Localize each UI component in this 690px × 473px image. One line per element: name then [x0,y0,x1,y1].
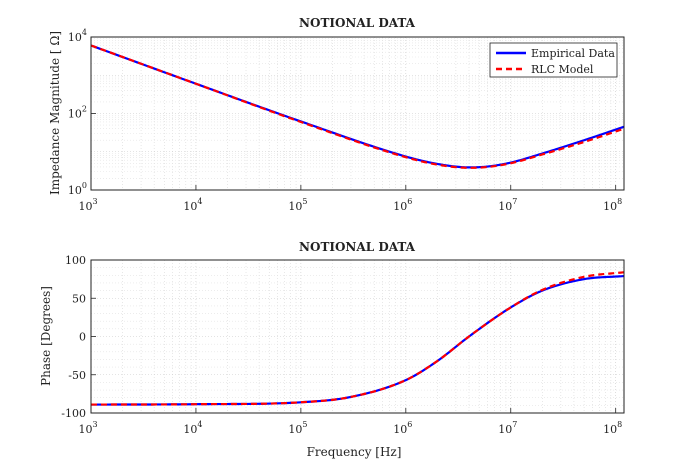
x-tick-label: 104 [183,420,202,436]
phase-x-axis-label: Frequency [Hz] [307,445,402,459]
impedance-x-ticks: 103 104 105 106 107 108 [78,185,622,213]
impedance-legend: Empirical Data RLC Model [489,42,618,78]
x-tick-label: 108 [603,197,622,213]
x-tick-label: 105 [288,420,307,436]
x-tick-label: 103 [78,420,97,436]
rlc-model-line [90,271,625,406]
y-tick-label: 102 [68,105,87,121]
x-tick-label: 107 [498,197,517,213]
impedance-y-ticks: 100 102 104 [68,28,96,197]
x-tick-label: 107 [498,420,517,436]
x-tick-label: 105 [288,197,307,213]
legend-label-empirical: Empirical Data [531,47,615,60]
y-tick-label: 100 [68,181,87,197]
empirical-data-line [90,44,625,169]
y-tick-label: 50 [72,292,86,305]
impedance-title: NOTIONAL DATA [299,16,416,30]
phase-panel: 103 104 105 106 107 108 -100 -50 0 50 100 NOTIONA… [39,240,625,459]
x-tick-label: 104 [183,197,202,213]
x-tick-label: 106 [393,197,412,213]
phase-y-axis-label: Phase [Degrees] [39,286,53,386]
phase-series [90,271,625,406]
y-tick-label: 0 [79,331,86,344]
phase-title: NOTIONAL DATA [299,240,416,254]
y-tick-label: 100 [65,254,86,267]
x-tick-label: 108 [603,420,622,436]
impedance-y-axis-label: Impedance Magnitude [ Ω] [48,31,62,195]
y-tick-label: -50 [68,369,86,382]
phase-grid [90,260,624,413]
legend-label-rlc: RLC Model [531,63,594,76]
phase-x-ticks: 103 104 105 106 107 108 [78,408,622,436]
impedance-series [90,44,625,169]
phase-y-ticks: -100 -50 0 50 100 [61,254,96,420]
x-tick-label: 106 [393,420,412,436]
impedance-panel: 103 104 105 106 107 108 100 102 104 NOTIONAL DA… [48,16,625,213]
y-tick-label: 104 [68,28,87,44]
legend-box [489,42,618,78]
x-tick-label: 103 [78,197,97,213]
y-tick-label: -100 [61,407,86,420]
